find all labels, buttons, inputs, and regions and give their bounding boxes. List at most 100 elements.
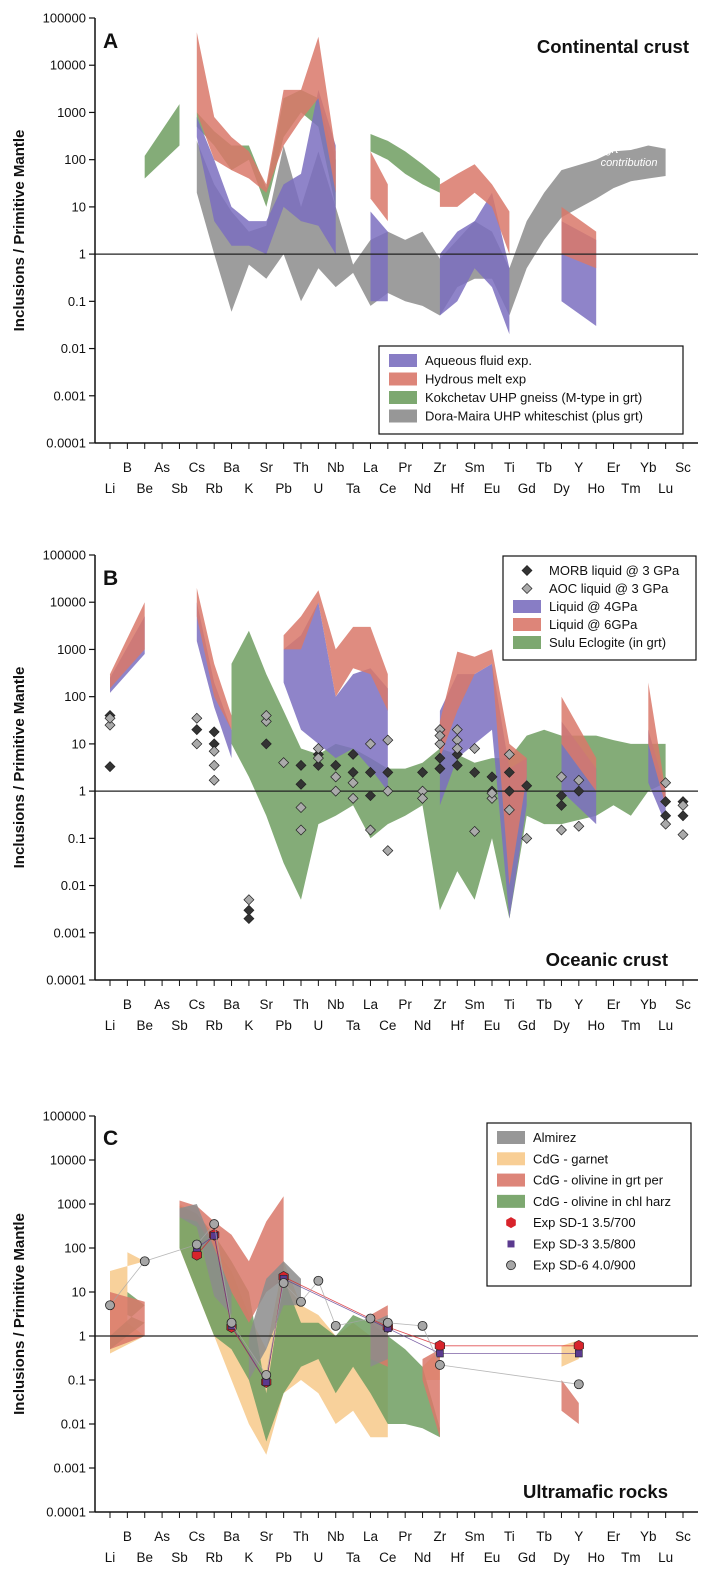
legend-label-sulu-eclogite-in-grt: Sulu Eclogite (in grt) xyxy=(549,635,666,650)
y-tick-label: 10 xyxy=(72,199,86,214)
legend-swatch-sulu-eclogite-in-grt xyxy=(513,636,541,649)
band-liquid-6gpa-2 xyxy=(283,590,388,711)
x-tick-label-pb: Pb xyxy=(275,1018,292,1033)
point-morb-liquid-3-gpa-zr xyxy=(434,763,446,775)
x-tick-label-ta: Ta xyxy=(346,481,361,496)
y-tick-label: 0.1 xyxy=(68,1373,86,1388)
x-tick-label-sr: Sr xyxy=(260,1529,274,1544)
x-tick-label-th: Th xyxy=(293,460,309,475)
x-tick-label-zr: Zr xyxy=(434,460,447,475)
legend-label-exp-sd-6-4-0-900: Exp SD-6 4.0/900 xyxy=(533,1258,636,1273)
x-tick-label-ba: Ba xyxy=(223,997,240,1012)
y-tick-label: 10 xyxy=(72,736,86,751)
x-tick-label-be: Be xyxy=(136,1550,153,1565)
x-tick-label-lu: Lu xyxy=(658,1550,673,1565)
point-aoc-liquid-3-gpa-ti xyxy=(503,804,515,816)
x-tick-label-th: Th xyxy=(293,997,309,1012)
point-aoc-liquid-3-gpa-cs xyxy=(191,738,203,750)
band-aqueous-fluid-exp-1 xyxy=(370,211,388,302)
y-tick-label: 0.001 xyxy=(53,1461,86,1476)
band-hydrous-melt-exp-1 xyxy=(370,151,388,222)
y-tick-label: 1 xyxy=(79,1329,86,1344)
legend-label-liquid-4gpa: Liquid @ 4GPa xyxy=(549,599,638,614)
point-morb-liquid-3-gpa-rb xyxy=(208,726,220,738)
annotation-line-1: grt xyxy=(606,144,620,156)
legend-swatch-kokchetav-uhp-gneiss-m-type-in-grt xyxy=(389,391,417,404)
band-liquid-6gpa-3 xyxy=(439,649,527,886)
x-tick-label-ba: Ba xyxy=(223,460,240,475)
point-aoc-liquid-3-gpa-nb xyxy=(330,785,342,797)
point-aoc-liquid-3-gpa-zr xyxy=(434,730,446,742)
point-aoc-liquid-3-gpa-la xyxy=(364,824,376,836)
y-tick-label: 100 xyxy=(64,152,86,167)
point-aoc-liquid-3-gpa-sm xyxy=(469,825,481,837)
point-aoc-liquid-3-gpa-eu xyxy=(486,787,498,799)
y-tick-label: 0.1 xyxy=(68,831,86,846)
x-tick-label-be: Be xyxy=(136,1018,153,1033)
point-exp-sd-6-4-0-900-zr xyxy=(435,1360,445,1370)
x-tick-label-tb: Tb xyxy=(536,460,552,475)
point-aoc-liquid-3-gpa-ce xyxy=(382,845,394,857)
legend-label-exp-sd-1-3-5-700: Exp SD-1 3.5/700 xyxy=(533,1215,636,1230)
y-tick-label: 100000 xyxy=(43,1109,86,1124)
legend-swatch-dora-maira-uhp-whiteschist-plus-grt xyxy=(389,409,417,423)
legend-swatch-cdg-olivine-in-grt-per xyxy=(497,1173,525,1187)
point-morb-liquid-3-gpa-ti xyxy=(503,766,515,778)
point-morb-liquid-3-gpa-li xyxy=(104,761,116,773)
y-tick-label: 100 xyxy=(64,1241,86,1256)
legend-label-morb-liquid-3-gpa: MORB liquid @ 3 GPa xyxy=(549,563,680,578)
point-aoc-liquid-3-gpa-nd xyxy=(417,792,429,804)
x-tick-label-pb: Pb xyxy=(275,481,292,496)
y-tick-label: 1000 xyxy=(57,642,86,657)
x-tick-label-pr: Pr xyxy=(398,1529,412,1544)
x-tick-label-sr: Sr xyxy=(260,460,274,475)
band-liquid-6gpa-1 xyxy=(196,588,232,730)
x-tick-label-ba: Ba xyxy=(223,1529,240,1544)
x-tick-label-b: B xyxy=(123,460,132,475)
x-tick-label-la: La xyxy=(363,997,379,1012)
y-tick-label: 1 xyxy=(79,247,86,262)
point-morb-liquid-3-gpa-sm xyxy=(469,766,481,778)
point-exp-sd-3-3-5-800-zr xyxy=(436,1349,444,1358)
legend-label-liquid-6gpa: Liquid @ 6GPa xyxy=(549,617,638,632)
legend-marker-exp-sd-6-4-0-900 xyxy=(506,1260,516,1271)
point-exp-sd-6-4-0-900-nb xyxy=(330,1320,341,1331)
band-liquid-6gpa-5 xyxy=(648,682,666,806)
band-liquid-4gpa-3 xyxy=(439,663,527,919)
point-aoc-liquid-3-gpa-lu xyxy=(660,777,672,789)
x-tick-label-ho: Ho xyxy=(588,481,605,496)
x-tick-label-pr: Pr xyxy=(398,460,412,475)
point-aoc-liquid-3-gpa-rb xyxy=(208,774,220,786)
x-tick-label-be: Be xyxy=(136,481,153,496)
panel-a: 0.0001 0.001 0.01 0.1 1 10 100 1000 10000 100000 L… xyxy=(11,11,698,496)
x-tick-label-li: Li xyxy=(105,1018,116,1033)
x-tick-label-hf: Hf xyxy=(451,1550,465,1565)
x-tick-label-tm: Tm xyxy=(621,481,641,496)
x-tick-label-sm: Sm xyxy=(465,1529,485,1544)
x-tick-label-sm: Sm xyxy=(465,460,485,475)
x-tick-label-y: Y xyxy=(574,1529,583,1544)
point-morb-liquid-3-gpa-hf xyxy=(451,748,463,760)
x-tick-label-gd: Gd xyxy=(518,1018,536,1033)
x-tick-label-ce: Ce xyxy=(379,1018,396,1033)
x-tick-label-sb: Sb xyxy=(171,1550,188,1565)
point-exp-sd-6-4-0-900-be xyxy=(139,1256,150,1267)
point-aoc-liquid-3-gpa-ta xyxy=(347,777,359,789)
y-tick-label: 100000 xyxy=(43,548,86,563)
y-tick-label: 0.01 xyxy=(61,341,86,356)
x-tick-label-li: Li xyxy=(105,1550,116,1565)
point-aoc-liquid-3-gpa-u xyxy=(312,752,324,764)
x-tick-label-sb: Sb xyxy=(171,481,188,496)
point-aoc-liquid-3-gpa-rb xyxy=(208,745,220,757)
point-aoc-liquid-3-gpa-sm xyxy=(469,742,481,754)
point-morb-liquid-3-gpa-k xyxy=(243,904,255,916)
x-tick-label-eu: Eu xyxy=(484,481,501,496)
legend-label-cdg-olivine-in-grt-per: CdG - olivine in grt per xyxy=(533,1173,664,1188)
point-aoc-liquid-3-gpa-y xyxy=(573,820,585,832)
point-exp-sd-1-3-5-700-cs xyxy=(191,1248,202,1261)
point-aoc-liquid-3-gpa-sc xyxy=(677,829,689,841)
x-tick-label-k: K xyxy=(244,481,253,496)
legend: MORB liquid @ 3 GPa AOC liquid @ 3 GPa Liq… xyxy=(502,555,697,661)
band-aqueous-fluid-exp-2 xyxy=(439,192,510,335)
point-morb-liquid-3-gpa-th xyxy=(295,759,307,771)
